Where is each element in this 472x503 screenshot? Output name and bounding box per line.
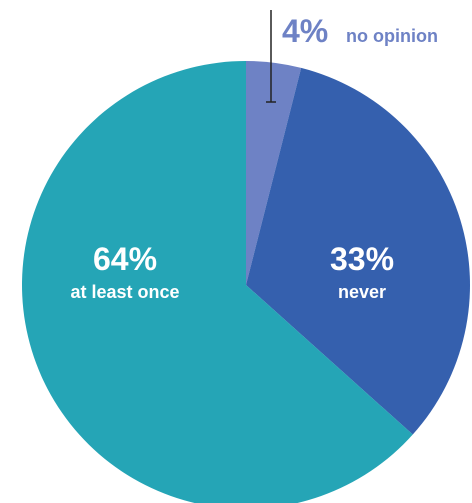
slice-value-label-at-least-once: 64% [93, 241, 157, 277]
slice-category-label-never: never [338, 282, 386, 302]
pie-slice-never [246, 67, 471, 435]
slice-value-label-never: 33% [330, 241, 394, 277]
pie-slice-at-least-once [22, 61, 413, 503]
pie-slice-no-opinion [246, 61, 302, 285]
slice-category-label-at-least-once: at least once [70, 282, 179, 302]
slice-category-label-no-opinion: no opinion [346, 26, 438, 46]
pie-slices [22, 61, 471, 503]
leader-line-no-opinion [266, 10, 276, 103]
slice-value-label-no-opinion: 4% [282, 13, 328, 49]
